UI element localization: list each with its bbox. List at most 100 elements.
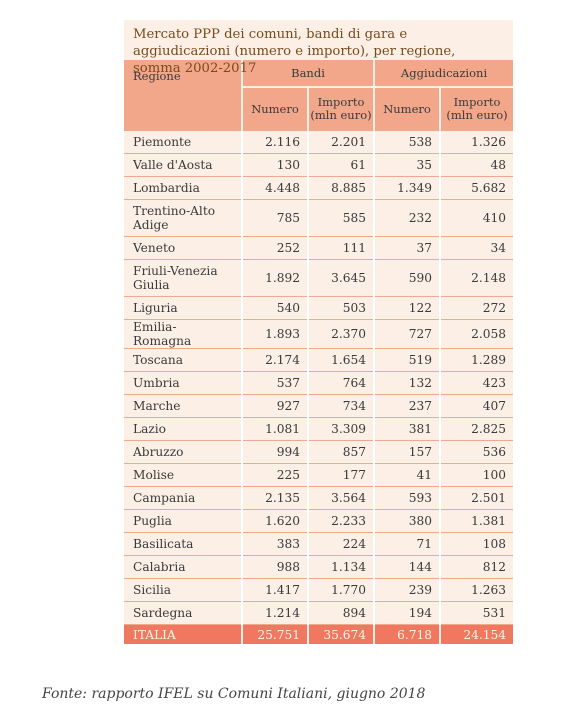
table-row: Calabria 988 1.134 144 812 bbox=[124, 555, 514, 579]
value-cell: 1.654 bbox=[306, 348, 375, 372]
region-cell: Abruzzo bbox=[124, 440, 242, 464]
value-cell: 8.885 bbox=[306, 176, 375, 200]
value-cell: 1.620 bbox=[241, 509, 308, 533]
value-cell: 1.349 bbox=[373, 176, 441, 200]
table-header: Regione Bandi Aggiudicazioni Numero Impo… bbox=[124, 60, 514, 131]
value-cell: 734 bbox=[306, 394, 375, 418]
value-cell: 157 bbox=[373, 440, 441, 464]
value-cell: 423 bbox=[439, 371, 514, 395]
table-title: Mercato PPP dei comuni, bandi di gara e … bbox=[133, 27, 456, 76]
value-cell: 531 bbox=[439, 601, 514, 625]
value-cell: 857 bbox=[306, 440, 375, 464]
header-bandi: Bandi bbox=[240, 60, 375, 87]
value-cell: 2.116 bbox=[241, 130, 308, 154]
value-cell: 1.134 bbox=[306, 555, 375, 579]
importo-label: Importo bbox=[317, 95, 365, 109]
total-cell: 35.674 bbox=[306, 624, 375, 644]
region-cell: Friuli-Venezia Giulia bbox=[124, 259, 242, 297]
value-cell: 224 bbox=[306, 532, 375, 556]
table-row: Lazio 1.081 3.309 381 2.825 bbox=[124, 417, 514, 441]
value-cell: 252 bbox=[241, 236, 308, 260]
ppp-table: Regione Bandi Aggiudicazioni Numero Impo… bbox=[124, 60, 514, 644]
region-cell: Toscana bbox=[124, 348, 242, 372]
header-bandi-numero: Numero bbox=[241, 86, 308, 131]
value-cell: 61 bbox=[306, 153, 375, 177]
total-cell: 24.154 bbox=[439, 624, 514, 644]
table-row: Toscana 2.174 1.654 519 1.289 bbox=[124, 348, 514, 372]
value-cell: 988 bbox=[241, 555, 308, 579]
value-cell: 1.326 bbox=[439, 130, 514, 154]
value-cell: 225 bbox=[241, 463, 308, 487]
value-cell: 894 bbox=[306, 601, 375, 625]
value-cell: 1.893 bbox=[241, 319, 308, 349]
table-row: Sardegna 1.214 894 194 531 bbox=[124, 601, 514, 625]
table-row: Valle d'Aosta 130 61 35 48 bbox=[124, 153, 514, 177]
value-cell: 239 bbox=[373, 578, 441, 602]
table-panel: Mercato PPP dei comuni, bandi di gara e … bbox=[124, 20, 514, 644]
value-cell: 812 bbox=[439, 555, 514, 579]
value-cell: 2.058 bbox=[439, 319, 514, 349]
value-cell: 144 bbox=[373, 555, 441, 579]
value-cell: 34 bbox=[439, 236, 514, 260]
header-aggiudicazioni: Aggiudicazioni bbox=[373, 60, 514, 87]
value-cell: 108 bbox=[439, 532, 514, 556]
value-cell: 194 bbox=[373, 601, 441, 625]
header-aggiudicazioni-importo: Importo (mln euro) bbox=[439, 86, 514, 131]
header-bandi-importo: Importo (mln euro) bbox=[306, 86, 375, 131]
value-cell: 2.174 bbox=[241, 348, 308, 372]
header-region: Regione bbox=[124, 60, 242, 131]
region-cell: Sicilia bbox=[124, 578, 242, 602]
value-cell: 1.081 bbox=[241, 417, 308, 441]
value-cell: 1.417 bbox=[241, 578, 308, 602]
value-cell: 381 bbox=[373, 417, 441, 441]
importo-unit: (mln euro) bbox=[310, 108, 372, 122]
value-cell: 177 bbox=[306, 463, 375, 487]
value-cell: 4.448 bbox=[241, 176, 308, 200]
table-row: Veneto 252 111 37 34 bbox=[124, 236, 514, 260]
region-cell: Valle d'Aosta bbox=[124, 153, 242, 177]
region-cell: Lazio bbox=[124, 417, 242, 441]
value-cell: 994 bbox=[241, 440, 308, 464]
value-cell: 593 bbox=[373, 486, 441, 510]
value-cell: 2.370 bbox=[306, 319, 375, 349]
value-cell: 536 bbox=[439, 440, 514, 464]
value-cell: 37 bbox=[373, 236, 441, 260]
value-cell: 48 bbox=[439, 153, 514, 177]
value-cell: 71 bbox=[373, 532, 441, 556]
table-row: Marche 927 734 237 407 bbox=[124, 394, 514, 418]
total-cell: 6.718 bbox=[373, 624, 441, 644]
value-cell: 410 bbox=[439, 199, 514, 237]
value-cell: 100 bbox=[439, 463, 514, 487]
value-cell: 41 bbox=[373, 463, 441, 487]
value-cell: 2.233 bbox=[306, 509, 375, 533]
region-cell: Campania bbox=[124, 486, 242, 510]
value-cell: 585 bbox=[306, 199, 375, 237]
value-cell: 1.263 bbox=[439, 578, 514, 602]
value-cell: 1.381 bbox=[439, 509, 514, 533]
table-row: Sicilia 1.417 1.770 239 1.263 bbox=[124, 578, 514, 602]
value-cell: 130 bbox=[241, 153, 308, 177]
total-cell: 25.751 bbox=[241, 624, 308, 644]
header-aggiudicazioni-numero: Numero bbox=[373, 86, 441, 131]
value-cell: 764 bbox=[306, 371, 375, 395]
value-cell: 1.892 bbox=[241, 259, 308, 297]
importo-label: Importo bbox=[453, 95, 501, 109]
region-cell: Basilicata bbox=[124, 532, 242, 556]
region-cell: Puglia bbox=[124, 509, 242, 533]
value-cell: 1.770 bbox=[306, 578, 375, 602]
value-cell: 232 bbox=[373, 199, 441, 237]
value-cell: 2.825 bbox=[439, 417, 514, 441]
value-cell: 727 bbox=[373, 319, 441, 349]
table-row: Abruzzo 994 857 157 536 bbox=[124, 440, 514, 464]
table-row: Campania 2.135 3.564 593 2.501 bbox=[124, 486, 514, 510]
value-cell: 111 bbox=[306, 236, 375, 260]
source-note: Fonte: rapporto IFEL su Comuni Italiani,… bbox=[42, 686, 426, 702]
value-cell: 2.148 bbox=[439, 259, 514, 297]
region-cell: Sardegna bbox=[124, 601, 242, 625]
value-cell: 785 bbox=[241, 199, 308, 237]
table-row: Molise 225 177 41 100 bbox=[124, 463, 514, 487]
value-cell: 237 bbox=[373, 394, 441, 418]
value-cell: 380 bbox=[373, 509, 441, 533]
value-cell: 272 bbox=[439, 296, 514, 320]
region-cell: Veneto bbox=[124, 236, 242, 260]
